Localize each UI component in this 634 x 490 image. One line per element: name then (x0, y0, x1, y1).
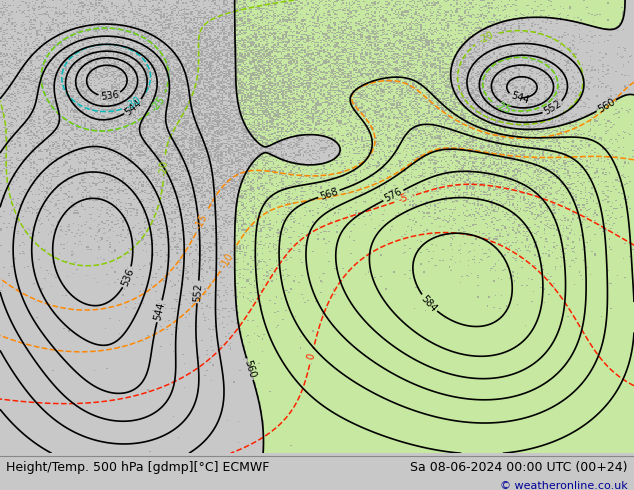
Text: 544: 544 (153, 301, 167, 321)
Text: © weatheronline.co.uk: © weatheronline.co.uk (500, 481, 628, 490)
Text: Height/Temp. 500 hPa [gdmp][°C] ECMWF: Height/Temp. 500 hPa [gdmp][°C] ECMWF (6, 462, 269, 474)
Text: -30: -30 (124, 96, 143, 112)
Text: 560: 560 (596, 97, 617, 115)
Text: -10: -10 (219, 251, 236, 270)
Text: -25: -25 (150, 94, 167, 113)
Text: 584: 584 (419, 293, 439, 314)
Text: -15: -15 (194, 212, 210, 231)
Text: -5: -5 (398, 193, 410, 205)
Text: 0: 0 (306, 353, 317, 361)
Text: 568: 568 (318, 186, 339, 201)
Text: -25: -25 (494, 100, 512, 116)
Text: 552: 552 (192, 282, 204, 302)
Text: Sa 08-06-2024 00:00 UTC (00+24): Sa 08-06-2024 00:00 UTC (00+24) (410, 462, 628, 474)
Text: 552: 552 (542, 99, 564, 117)
Text: -20: -20 (477, 30, 496, 46)
Text: 560: 560 (242, 359, 257, 379)
Text: -25: -25 (494, 100, 512, 116)
Text: 544: 544 (509, 90, 530, 105)
Text: 544: 544 (123, 98, 144, 117)
Text: -20: -20 (158, 160, 170, 176)
Text: 536: 536 (120, 267, 136, 288)
Text: 576: 576 (383, 187, 404, 204)
Text: -25: -25 (150, 94, 167, 113)
Text: 536: 536 (100, 90, 119, 102)
